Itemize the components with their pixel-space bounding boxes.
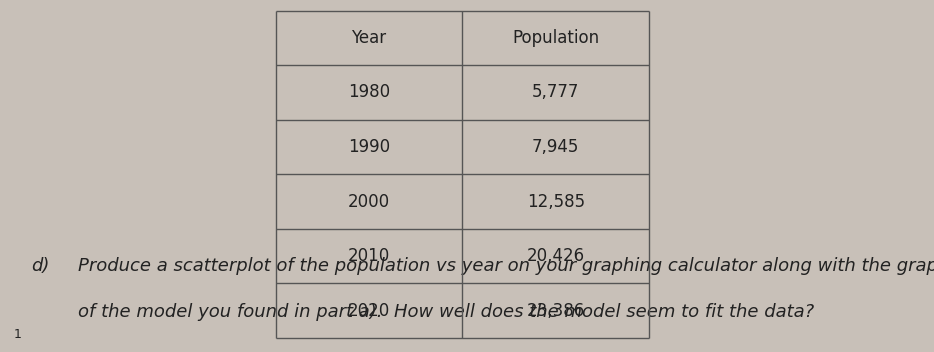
Text: 23,386: 23,386 [527,302,585,320]
Text: 5,777: 5,777 [532,83,579,101]
Text: 20,426: 20,426 [527,247,585,265]
Text: Year: Year [351,29,387,47]
Text: Produce a scatterplot of the population vs year on your graphing calculator alon: Produce a scatterplot of the population … [78,257,934,275]
Text: 2000: 2000 [347,193,390,210]
Text: 1990: 1990 [347,138,390,156]
Text: of the model you found in part a).  How well does the model seem to fit the data: of the model you found in part a). How w… [78,302,814,321]
Text: 12,585: 12,585 [527,193,585,210]
Text: 1980: 1980 [347,83,390,101]
Text: 1: 1 [14,328,21,341]
Text: d): d) [31,257,50,275]
Text: 2010: 2010 [347,247,390,265]
Text: Population: Population [512,29,600,47]
Text: 7,945: 7,945 [532,138,579,156]
Text: 2020: 2020 [347,302,390,320]
